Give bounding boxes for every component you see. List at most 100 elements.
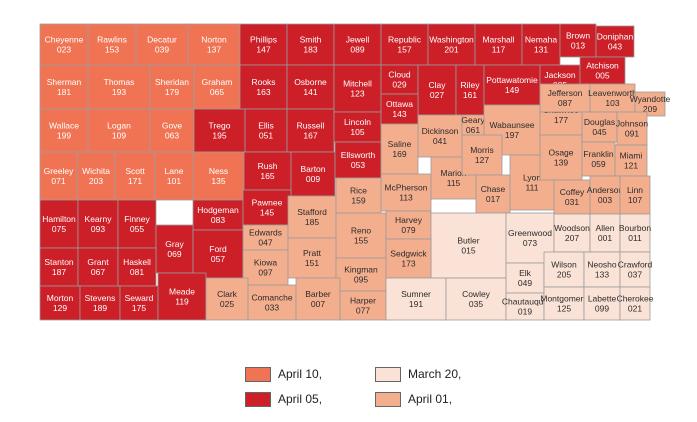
county-code-hamilton: 075 <box>52 224 66 234</box>
county-code-mitchell: 123 <box>350 89 364 99</box>
county-code-wabaunsee: 197 <box>505 130 519 140</box>
legend-swatch-april-10 <box>245 366 271 382</box>
county-code-cherokee: 021 <box>628 304 642 314</box>
county-shape-riley <box>455 64 485 116</box>
county-name-kingman: Kingman <box>344 265 378 275</box>
county-shape-barton <box>290 151 336 197</box>
county-code-seward: 175 <box>132 303 146 313</box>
county-shape-labette <box>583 286 621 321</box>
county-code-montgomery: 125 <box>557 304 571 314</box>
county-code-anderson: 003 <box>598 195 612 205</box>
county-name-atchison: Atchison <box>586 61 619 71</box>
county-code-stafford: 185 <box>305 217 319 227</box>
legend-item-march-20: March 20, <box>375 365 461 383</box>
county-name-finney: Finney <box>124 214 150 224</box>
county-name-barton: Barton <box>300 164 325 174</box>
legend: April 10, April 05, March 20, April 01, <box>245 365 575 415</box>
county-code-douglas: 045 <box>592 127 606 137</box>
county-shape-bourbon <box>619 213 651 253</box>
legend-swatch-april-05 <box>245 391 271 407</box>
county-shape-butler <box>430 212 507 279</box>
county-code-trego: 195 <box>212 131 226 141</box>
county-name-reno: Reno <box>351 226 372 236</box>
county-name-franklin: Franklin <box>583 149 614 159</box>
county-name-norton: Norton <box>201 35 227 45</box>
county-name-jewell: Jewell <box>346 35 370 45</box>
county-name-grant: Grant <box>87 257 109 267</box>
county-name-ford: Ford <box>209 244 227 254</box>
county-name-lane: Lane <box>165 166 184 176</box>
county-code-ellis: 051 <box>259 131 273 141</box>
county-code-brown: 013 <box>571 41 585 51</box>
county-name-geary: Geary <box>461 115 485 125</box>
county-shape-neosho <box>583 251 621 288</box>
kansas-county-map: Cheyenne 023 Rawlins 153 Decatur 039 Norton 137… <box>39 23 671 321</box>
county-name-cheyenne: Cheyenne <box>45 35 84 45</box>
county-name-marion: Marion <box>441 168 467 178</box>
county-code-haskell: 081 <box>130 267 144 277</box>
county-code-ellsworth: 053 <box>351 160 365 170</box>
county-name-jackson: Jackson <box>544 70 575 80</box>
county-code-lane: 101 <box>167 176 181 186</box>
county-shape-rice <box>335 177 382 214</box>
county-shape-jefferson <box>539 83 591 113</box>
legend-swatch-march-20 <box>375 366 401 382</box>
county-shape-morton <box>39 285 81 321</box>
county-name-ness: Ness <box>209 166 228 176</box>
county-shape-scott <box>114 151 156 201</box>
county-code-phillips: 147 <box>256 45 270 55</box>
county-shape-stanton <box>39 247 79 287</box>
county-shape-linn <box>619 175 651 215</box>
legend-swatch-april-01 <box>375 391 401 407</box>
county-name-elk: Elk <box>519 268 532 278</box>
county-name-jefferson: Jefferson <box>548 88 583 98</box>
county-code-graham: 065 <box>210 87 224 97</box>
county-name-harvey: Harvey <box>395 215 423 225</box>
county-code-dickinson: 041 <box>433 136 447 146</box>
county-code-edwards: 047 <box>258 238 272 248</box>
county-name-harper: Harper <box>350 296 376 306</box>
county-code-harvey: 079 <box>401 225 415 235</box>
legend-label-march-20: March 20, <box>408 367 462 381</box>
county-code-kearny: 093 <box>91 224 105 234</box>
county-code-crawford: 037 <box>628 270 642 280</box>
county-shape-sheridan <box>149 64 195 110</box>
county-code-bourbon: 011 <box>628 233 642 243</box>
county-code-finney: 055 <box>130 224 144 234</box>
county-shape-meade <box>157 272 207 321</box>
county-name-crawford: Crawford <box>618 260 653 270</box>
county-shape-logan <box>87 108 151 153</box>
county-name-rooks: Rooks <box>251 77 275 87</box>
county-code-rawlins: 153 <box>105 45 119 55</box>
county-shape-montgomery <box>543 286 585 321</box>
county-name-edwards: Edwards <box>249 228 282 238</box>
county-code-pratt: 151 <box>305 258 319 268</box>
county-shape-ellsworth <box>334 141 382 179</box>
